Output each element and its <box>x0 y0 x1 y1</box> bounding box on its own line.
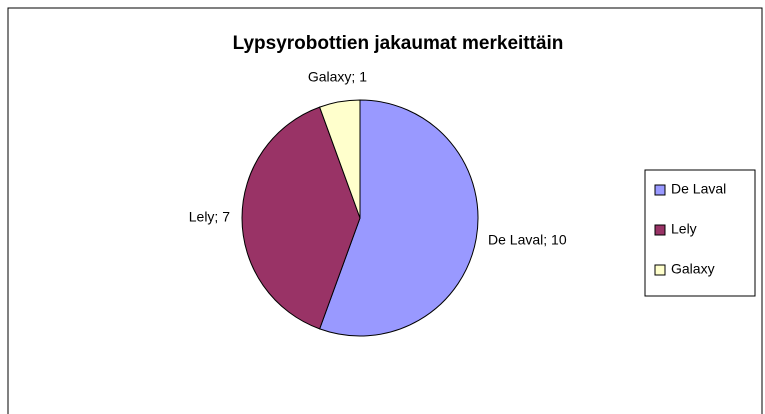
pie-slice <box>319 99 361 219</box>
data-label: De Laval; 10 <box>488 231 567 247</box>
legend-swatch <box>654 264 666 276</box>
legend-label: Lely <box>671 221 697 237</box>
pie-slice <box>319 99 479 337</box>
pie-slice <box>241 106 361 330</box>
legend-label: Galaxy <box>671 261 715 277</box>
data-label: Lely; 7 <box>189 209 230 225</box>
chart-title: Lypsyrobottien jakaumat merkeittäin <box>233 33 564 54</box>
legend-swatch <box>654 184 666 196</box>
legend-label: De Laval <box>671 181 726 197</box>
legend-swatch <box>654 224 666 236</box>
data-label: Galaxy; 1 <box>308 69 367 85</box>
